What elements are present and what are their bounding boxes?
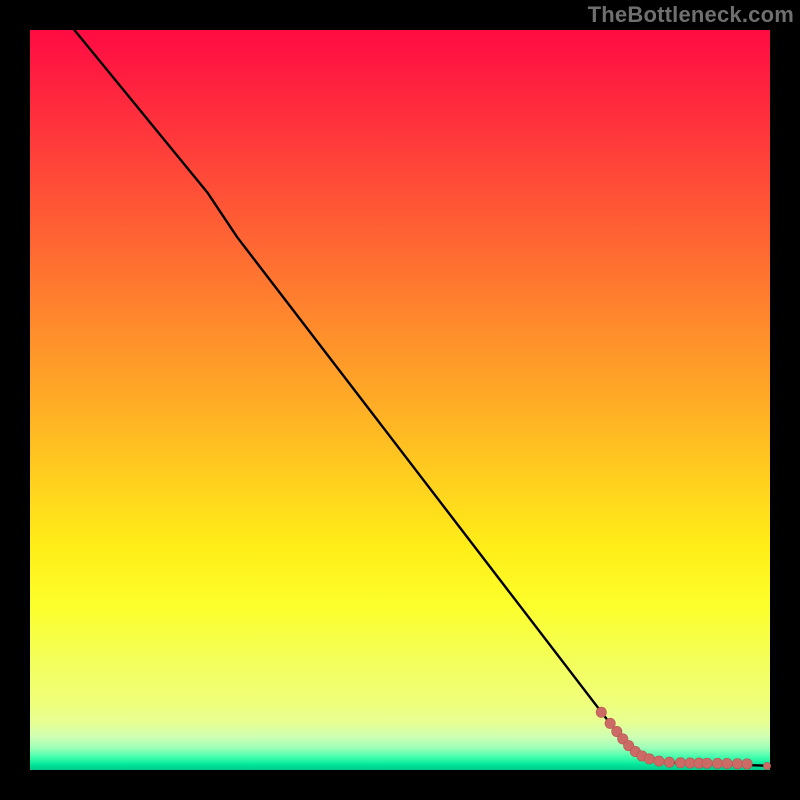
scatter-point	[664, 757, 674, 767]
scatter-point	[596, 707, 606, 717]
chart-svg	[0, 0, 800, 800]
scatter-point	[702, 758, 712, 768]
scatter-point	[732, 759, 742, 769]
scatter-point	[742, 759, 752, 769]
scatter-point	[763, 762, 770, 769]
watermark-text: TheBottleneck.com	[588, 2, 794, 28]
scatter-point	[644, 754, 654, 764]
chart-root: TheBottleneck.com	[0, 0, 800, 800]
plot-background	[30, 30, 770, 770]
scatter-point	[712, 758, 722, 768]
scatter-point	[675, 758, 685, 768]
scatter-point	[654, 756, 664, 766]
scatter-point	[722, 758, 732, 768]
